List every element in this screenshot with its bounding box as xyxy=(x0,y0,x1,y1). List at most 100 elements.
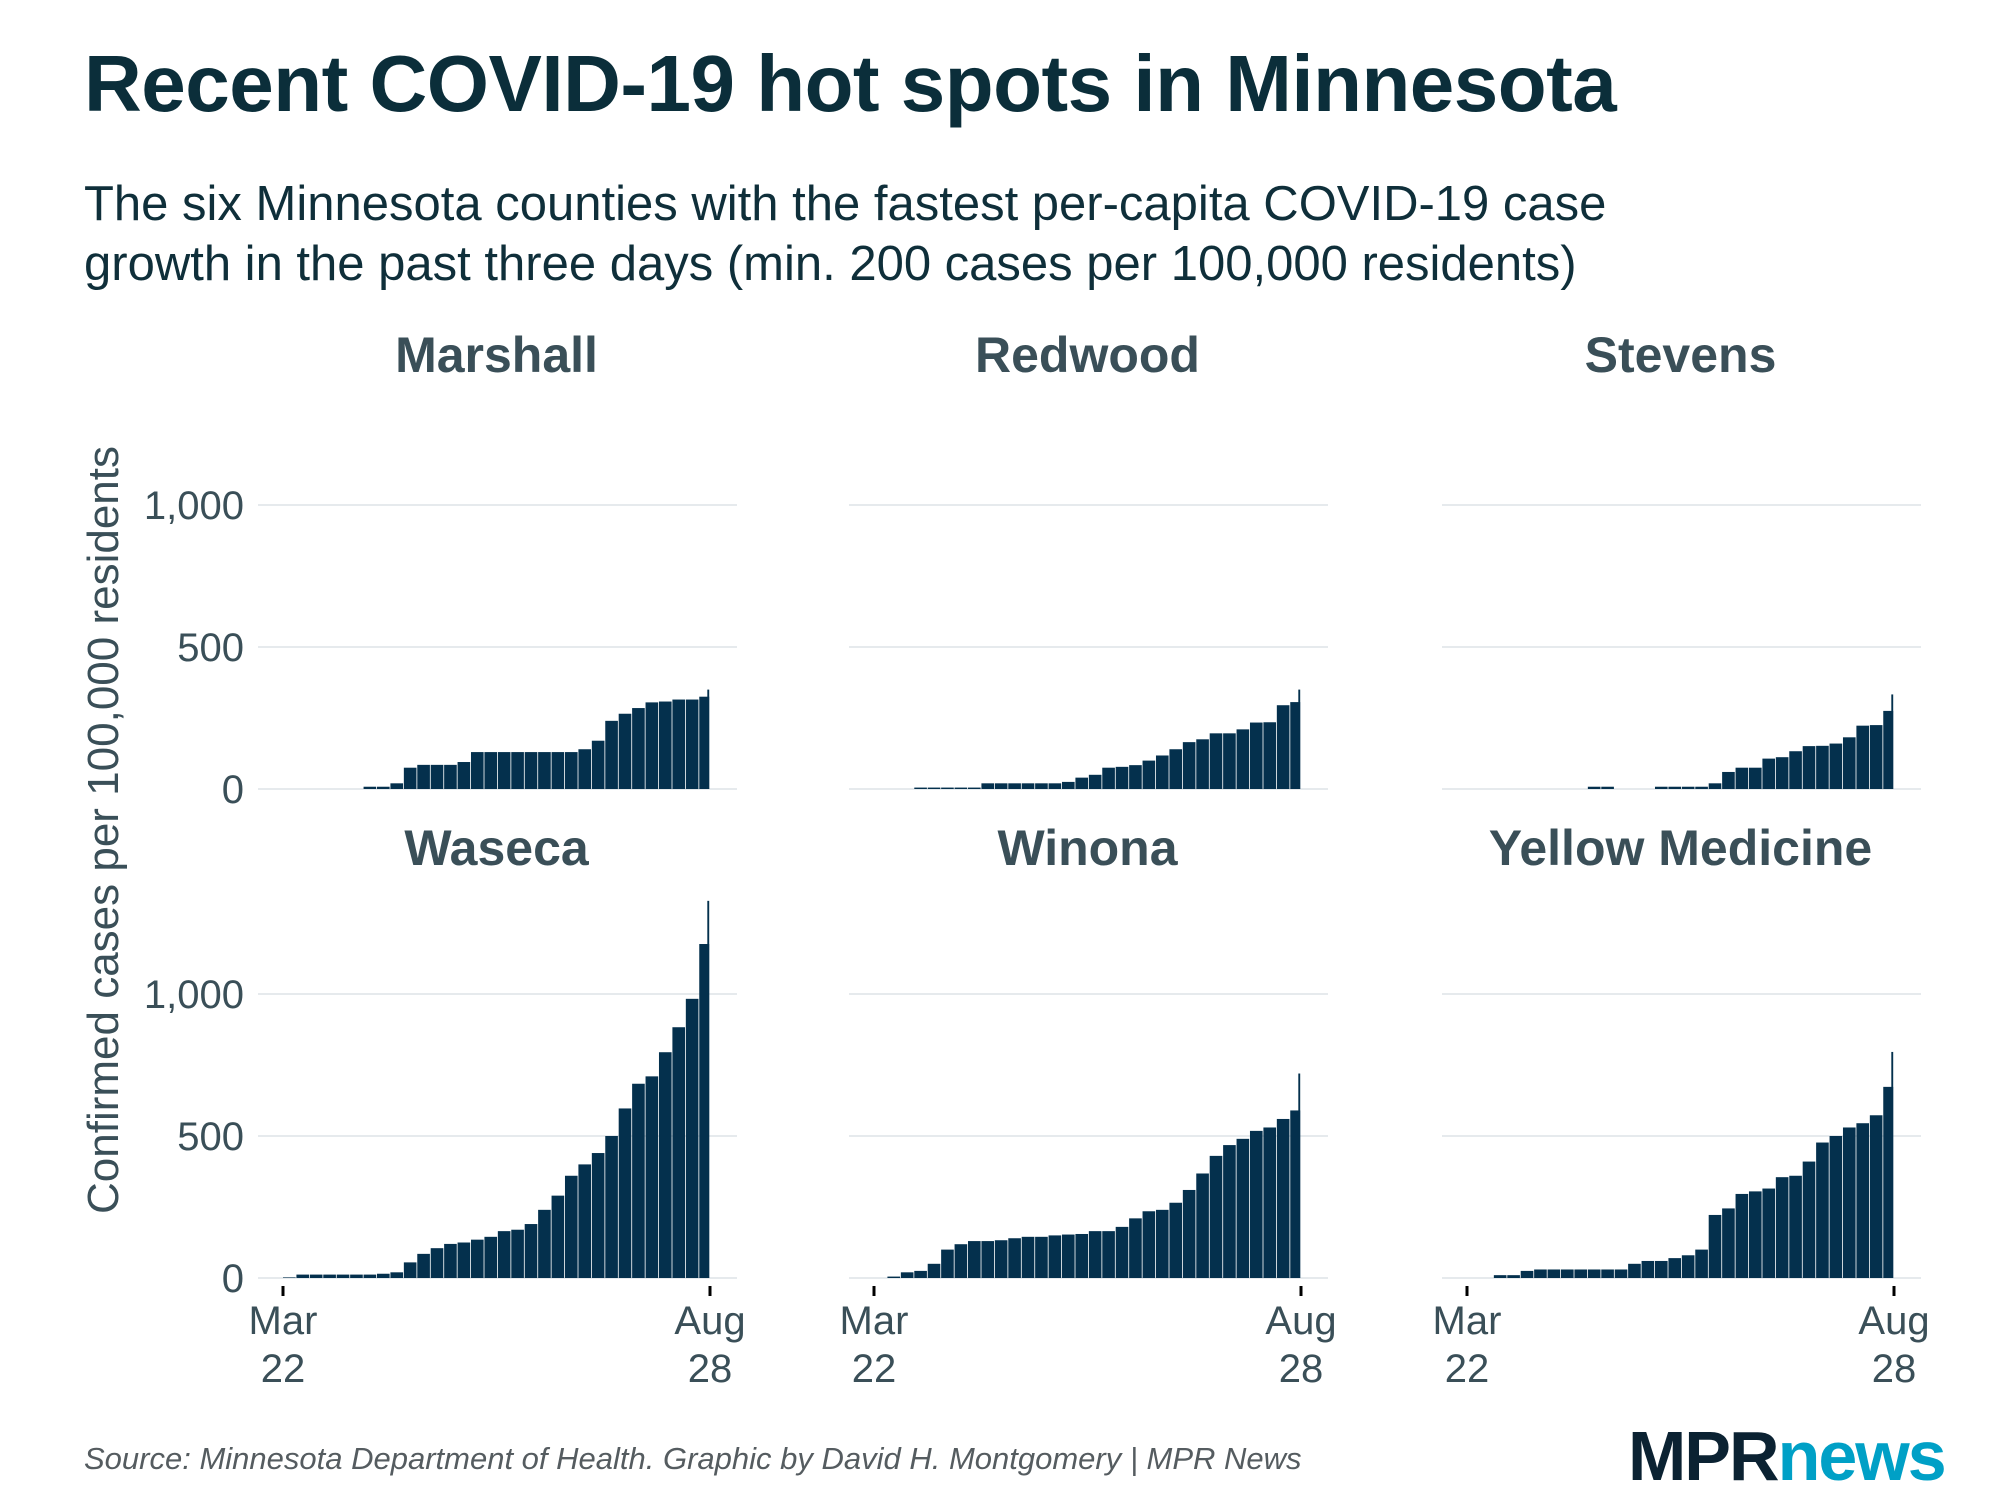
bar xyxy=(707,689,710,789)
bar xyxy=(1236,1138,1250,1278)
bar xyxy=(1614,1269,1628,1278)
bar xyxy=(444,1243,457,1278)
bar xyxy=(605,720,618,789)
bar xyxy=(1129,765,1142,789)
bar xyxy=(1223,1145,1236,1278)
bar xyxy=(511,752,524,789)
bar xyxy=(707,900,710,1278)
facet-title: Stevens xyxy=(1585,327,1777,383)
bar xyxy=(1748,767,1762,789)
mpr-news-logo: MPRnews xyxy=(1628,1416,1947,1496)
bar xyxy=(390,783,404,789)
bar xyxy=(403,1262,417,1278)
y-tick-label: 0 xyxy=(222,768,244,812)
bar xyxy=(1668,1258,1682,1278)
bar xyxy=(1075,777,1089,789)
bar xyxy=(618,1108,632,1278)
bar xyxy=(1762,758,1776,789)
bar xyxy=(1048,1235,1062,1278)
bar xyxy=(1061,1234,1075,1278)
bar xyxy=(1735,1193,1749,1278)
bar xyxy=(1574,1269,1588,1278)
x-tick-label-month: Mar xyxy=(1433,1299,1502,1343)
bar xyxy=(1681,786,1695,789)
bar xyxy=(1775,757,1789,789)
bar xyxy=(1290,702,1301,789)
y-tick-label: 500 xyxy=(177,626,244,670)
x-tick-label-month: Mar xyxy=(249,1299,318,1343)
bar xyxy=(350,1274,363,1278)
bar xyxy=(1829,1136,1843,1278)
bar xyxy=(1695,786,1708,789)
bar xyxy=(430,764,444,789)
bar xyxy=(1856,1123,1870,1278)
facet-title: Yellow Medicine xyxy=(1489,820,1872,876)
bar xyxy=(685,699,699,789)
bar xyxy=(430,1248,444,1278)
x-tick-label-day: 28 xyxy=(688,1347,733,1391)
bar xyxy=(1802,746,1816,789)
bar xyxy=(618,713,632,789)
bar xyxy=(941,1249,954,1278)
bar xyxy=(1891,694,1894,789)
bar xyxy=(1209,733,1223,789)
bar xyxy=(685,998,699,1278)
y-tick-label: 0 xyxy=(222,1257,244,1301)
bar xyxy=(457,1242,471,1278)
bar xyxy=(1708,1214,1722,1278)
bar xyxy=(1298,1073,1301,1278)
bar xyxy=(1155,1209,1169,1278)
x-tick-label-day: 22 xyxy=(1445,1347,1490,1391)
bar xyxy=(954,1244,968,1278)
bar xyxy=(1169,749,1183,789)
bar xyxy=(309,1274,323,1278)
bar xyxy=(1654,786,1668,789)
bar xyxy=(538,752,551,789)
bar xyxy=(981,783,995,789)
bar xyxy=(1869,725,1883,789)
bar xyxy=(1829,743,1843,789)
bar xyxy=(538,1209,551,1278)
bar xyxy=(551,1195,565,1278)
bar xyxy=(390,1272,404,1278)
bar xyxy=(444,764,457,789)
bar xyxy=(1249,722,1263,789)
bar xyxy=(1628,1263,1641,1278)
bar xyxy=(578,749,592,789)
bar xyxy=(1102,767,1115,789)
bar xyxy=(1816,1142,1829,1278)
bar xyxy=(376,1273,390,1278)
bar xyxy=(1263,1127,1277,1278)
bar xyxy=(1209,1155,1223,1278)
bar xyxy=(1520,1270,1534,1278)
y-tick-label: 1,000 xyxy=(144,484,244,528)
bar xyxy=(632,708,645,789)
bar xyxy=(578,1164,592,1278)
bar xyxy=(470,752,484,789)
bar xyxy=(1654,1260,1668,1278)
bar xyxy=(363,786,377,789)
bar xyxy=(457,762,471,789)
bar xyxy=(900,1272,914,1278)
bar xyxy=(296,1274,310,1278)
bar xyxy=(1748,1191,1762,1278)
x-tick-label-day: 28 xyxy=(1872,1347,1917,1391)
bar xyxy=(1883,710,1894,789)
bar xyxy=(1061,781,1075,789)
bar xyxy=(1789,1175,1802,1278)
bar xyxy=(1169,1202,1183,1278)
bar xyxy=(1891,1051,1894,1278)
facet-title: Waseca xyxy=(404,820,590,876)
bar xyxy=(1869,1115,1883,1278)
bar xyxy=(1587,786,1601,789)
bar xyxy=(1129,1218,1142,1278)
source-note: Source: Minnesota Department of Health. … xyxy=(84,1441,1302,1476)
bar xyxy=(1088,1231,1102,1278)
bar xyxy=(1708,783,1722,789)
bar xyxy=(914,787,927,789)
bar xyxy=(551,752,565,789)
bar xyxy=(1008,1238,1021,1278)
bar xyxy=(954,787,968,789)
bar xyxy=(336,1274,350,1278)
